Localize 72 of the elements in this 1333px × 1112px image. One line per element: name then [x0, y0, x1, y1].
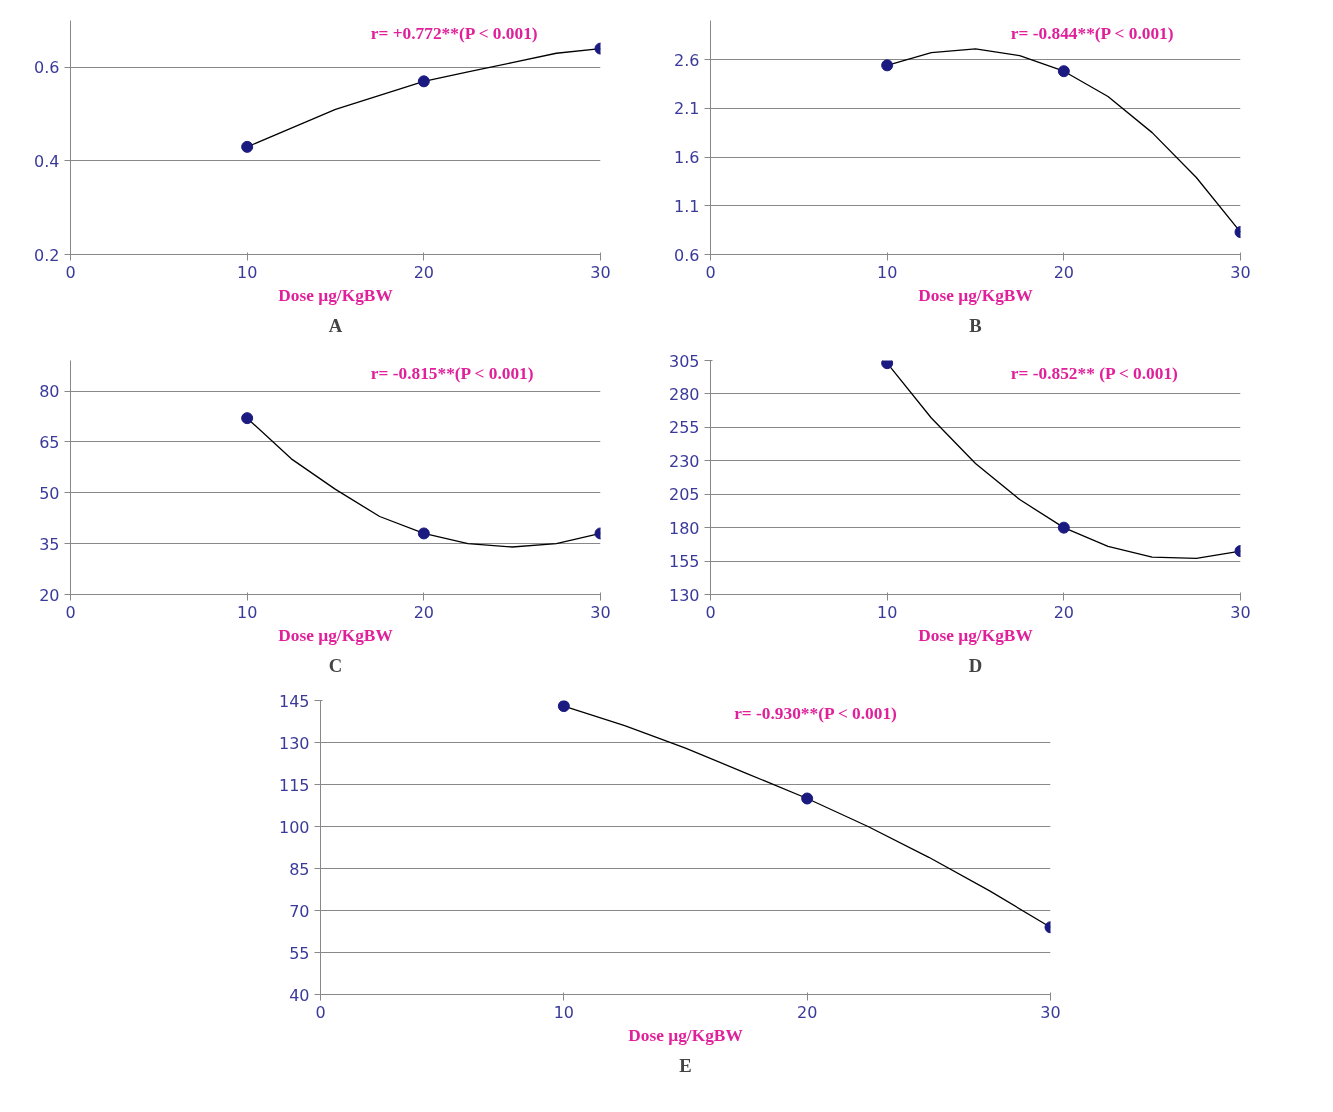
annotation: r= -0.815**(P < 0.001)	[370, 363, 534, 383]
x-tick-label: 30	[1230, 262, 1251, 282]
y-tick-label: 0.4	[34, 151, 60, 171]
y-tick-label: 1.1	[674, 196, 700, 216]
annotation: r= +0.772**(P < 0.001)	[370, 23, 538, 43]
y-tick-label: 0.2	[34, 245, 60, 265]
x-tick-label: 20	[1053, 602, 1075, 622]
y-tick-label: 1.6	[674, 148, 700, 167]
y-tick-label: 80	[39, 382, 60, 402]
point	[881, 59, 894, 72]
x-tick-label: 0	[705, 262, 716, 282]
y-tick-label: 2.1	[674, 99, 700, 119]
y-tick-label: 155	[668, 552, 700, 572]
x-tick-label: 10	[876, 602, 898, 622]
annotation: r= -0.852** (P < 0.001)	[1010, 363, 1179, 383]
text: C	[328, 654, 343, 676]
y-tick-label: 20	[39, 585, 60, 605]
x-tick-label: 30	[590, 262, 611, 282]
y-tick-label: 100	[278, 817, 310, 837]
x-axis-title: Dose µg/KgBW	[628, 1025, 744, 1045]
point	[801, 792, 814, 805]
y-tick-label: 115	[278, 775, 310, 795]
y-tick-label: 35	[39, 534, 60, 554]
y-tick-label: 180	[668, 518, 700, 538]
x-axis-title: Dose µg/KgBW	[278, 285, 394, 305]
x-tick-label: 30	[1040, 1002, 1061, 1022]
text: D	[968, 654, 983, 676]
x-tick-label: 10	[236, 602, 258, 622]
y-tick-label: 55	[289, 943, 310, 963]
y-tick-label: 130	[668, 585, 700, 605]
x-axis-title: Dose µg/KgBW	[918, 625, 1034, 645]
x-tick-label: 20	[796, 1002, 818, 1022]
point	[557, 700, 570, 713]
y-tick-label: 205	[668, 485, 700, 505]
x-tick-label: 30	[590, 602, 611, 622]
point	[417, 75, 430, 88]
text: B	[969, 314, 982, 336]
x-tick-label: 0	[315, 1002, 326, 1022]
y-tick-label: 130	[278, 733, 310, 753]
y-tick-label: 305	[668, 351, 700, 371]
x-tick-label: 20	[413, 262, 435, 282]
x-tick-label: 0	[705, 602, 716, 622]
y-tick-label: 65	[39, 432, 60, 452]
x-tick-label: 0	[65, 262, 76, 282]
x-tick-label: 30	[1230, 602, 1251, 622]
point	[1057, 521, 1070, 534]
x-tick-label: 20	[1053, 262, 1075, 282]
y-tick-label: 50	[39, 483, 60, 503]
annotation: r= -0.930**(P < 0.001)	[734, 703, 898, 723]
y-tick-label: 230	[668, 451, 700, 471]
y-tick-label: 2.6	[674, 50, 700, 70]
x-tick-label: 0	[65, 602, 76, 622]
annotation: r= -0.844**(P < 0.001)	[1010, 23, 1174, 43]
y-tick-label: 255	[668, 418, 700, 438]
x-axis-title: Dose µg/KgBW	[278, 625, 394, 645]
x-tick-label: 20	[413, 602, 435, 622]
y-tick-label: 0.6	[34, 58, 60, 78]
y-tick-label: 40	[289, 985, 310, 1005]
y-tick-label: 280	[668, 384, 700, 404]
y-tick-label: 85	[289, 859, 310, 879]
text: A	[328, 314, 343, 336]
y-tick-label: 0.6	[674, 245, 700, 265]
x-tick-label: 10	[876, 262, 898, 282]
x-tick-label: 10	[236, 262, 258, 282]
point	[241, 140, 254, 153]
y-tick-label: 70	[289, 901, 310, 921]
x-tick-label: 10	[553, 1002, 575, 1022]
y-tick-label: 145	[278, 691, 310, 711]
point	[1057, 65, 1070, 78]
x-axis-title: Dose µg/KgBW	[918, 285, 1034, 305]
text: E	[679, 1054, 692, 1076]
point	[881, 360, 894, 370]
